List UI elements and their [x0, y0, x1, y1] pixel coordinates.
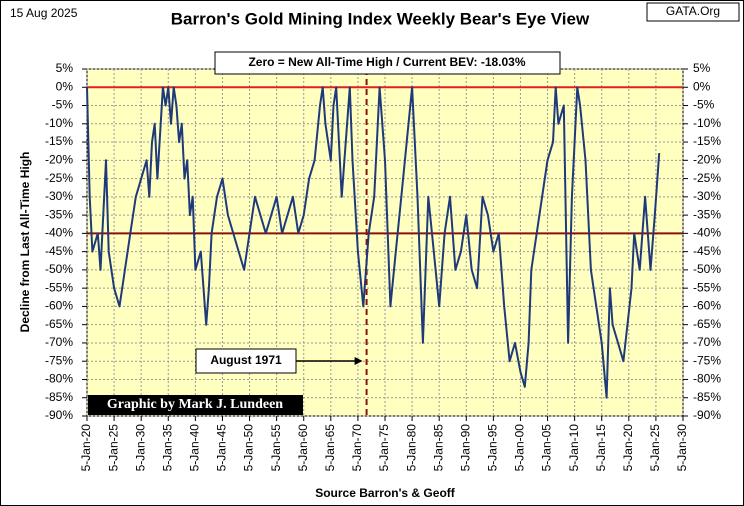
y-tick-label: -45% — [45, 244, 73, 258]
x-tick-label: 5-Jan-55 — [269, 424, 283, 472]
x-tick-label: 5-Jan-70 — [350, 424, 364, 472]
credit: Graphic by Mark J. Lundeen — [107, 397, 283, 412]
x-tick-label: 5-Jan-50 — [242, 424, 256, 472]
y-tick-label: -55% — [45, 280, 73, 294]
date: 15 Aug 2025 — [10, 6, 78, 20]
y2-tick-label: -20% — [693, 152, 721, 166]
x-tick-label: 5-Jan-05 — [540, 424, 554, 472]
y2-tick-label: -75% — [693, 353, 721, 367]
y-tick-label: 0% — [56, 79, 74, 93]
y2-tick-label: -90% — [693, 408, 721, 422]
x-tick-label: 5-Jan-60 — [296, 424, 310, 472]
x-tick-label: 5-Jan-20 — [621, 424, 635, 472]
x-tick-label: 5-Jan-20 — [79, 424, 93, 472]
data-line — [86, 86, 661, 399]
y-tick-label: -90% — [45, 408, 73, 422]
x-tick-label: 5-Jan-35 — [160, 424, 174, 472]
x-tick-label: 5-Jan-10 — [567, 424, 581, 472]
y-tick-label: -40% — [45, 226, 73, 240]
x-tick-label: 5-Jan-80 — [404, 424, 418, 472]
y2-tick-label: -10% — [693, 116, 721, 130]
y-tick-label: -10% — [45, 116, 73, 130]
y-tick-label: -60% — [45, 299, 73, 313]
x-tick-label: 5-Jan-25 — [648, 424, 662, 472]
y2-tick-label: -65% — [693, 317, 721, 331]
y2-tick-label: -55% — [693, 280, 721, 294]
y2-tick-label: -50% — [693, 262, 721, 276]
x-tick-label: 5-Jan-30 — [133, 424, 147, 472]
y-axis-label: Decline from Last All-Time High — [18, 152, 32, 333]
y-tick-label: -80% — [45, 372, 73, 386]
y-tick-label: -70% — [45, 335, 73, 349]
x-tick-label: 5-Jan-15 — [594, 424, 608, 472]
x-tick-label: 5-Jan-85 — [431, 424, 445, 472]
chart-title: Barron's Gold Mining Index Weekly Bear's… — [171, 9, 590, 28]
x-tick-label: 5-Jan-90 — [458, 424, 472, 472]
x-tick-label: 5-Jan-95 — [486, 424, 500, 472]
x-tick-label: 5-Jan-40 — [188, 424, 202, 472]
y2-tick-label: -60% — [693, 299, 721, 313]
event-label: August 1971 — [210, 353, 282, 367]
event-arrow-head — [354, 357, 363, 365]
y2-tick-label: -85% — [693, 390, 721, 404]
note-box — [214, 51, 561, 75]
event-label-box — [195, 348, 297, 374]
y-tick-label: -5% — [52, 98, 74, 112]
x-axis-label: Source Barron's & Geoff — [315, 486, 456, 500]
y-tick-label: -30% — [45, 189, 73, 203]
y-tick-label: -25% — [45, 171, 73, 185]
x-tick-label: 5-Jan-65 — [323, 424, 337, 472]
y2-tick-label: -70% — [693, 335, 721, 349]
y-tick-label: -20% — [45, 152, 73, 166]
x-tick-label: 5-Jan-30 — [675, 424, 689, 472]
y-tick-label: -75% — [45, 353, 73, 367]
y-tick-label: -15% — [45, 134, 73, 148]
y2-tick-label: -15% — [693, 134, 721, 148]
y-tick-label: -85% — [45, 390, 73, 404]
y2-tick-label: -80% — [693, 372, 721, 386]
credit-box — [88, 395, 303, 415]
y2-tick-label: 5% — [693, 61, 711, 75]
y2-tick-label: -35% — [693, 207, 721, 221]
x-tick-label: 5-Jan-75 — [377, 424, 391, 472]
x-tick-label: 5-Jan-25 — [106, 424, 120, 472]
y2-tick-label: -40% — [693, 226, 721, 240]
y2-tick-label: -30% — [693, 189, 721, 203]
y-tick-label: -65% — [45, 317, 73, 331]
y2-tick-label: -45% — [693, 244, 721, 258]
note: Zero = New All-Time High / Current BEV: … — [248, 55, 525, 69]
y2-tick-label: -25% — [693, 171, 721, 185]
source-tag-box — [646, 2, 740, 22]
source-tag: GATA.Org — [666, 4, 720, 18]
x-tick-label: 5-Jan-45 — [215, 424, 229, 472]
y2-tick-label: -5% — [693, 98, 715, 112]
x-tick-label: 5-Jan-00 — [513, 424, 527, 472]
y-tick-label: -50% — [45, 262, 73, 276]
y-tick-label: 5% — [56, 61, 74, 75]
y2-tick-label: 0% — [693, 79, 711, 93]
y-tick-label: -35% — [45, 207, 73, 221]
